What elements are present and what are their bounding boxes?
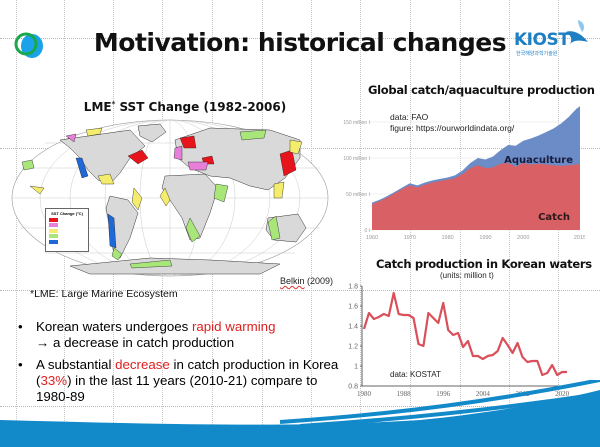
bullet-text-line3: 1980-89 [36, 389, 85, 404]
slide-title: Motivation: historical changes [93, 28, 507, 57]
bullet-text-part: Korean waters undergoes [36, 319, 192, 334]
map-citation: Belkin (2009) [280, 276, 333, 286]
circles-logo-icon [14, 32, 43, 58]
legend-swatch [49, 223, 58, 227]
global-chart-title: Global catch/aquaculture production [368, 83, 595, 97]
map-title-asterisk: * [111, 100, 116, 108]
bullet-text-highlight: rapid warming [191, 319, 276, 334]
x-tick-label: 1980 [357, 390, 372, 398]
map-legend-row [49, 239, 85, 244]
map-title: LME* SST Change (1982-2006) [60, 100, 310, 114]
bullet-text: A substantial decrease in catch producti… [36, 357, 356, 405]
world-sst-map [11, 119, 329, 277]
y-tick-label: 50 million t [346, 192, 371, 198]
bullet-text-part: ) in the last 11 years (2010-21) compare… [67, 373, 318, 388]
map-legend-row [49, 234, 85, 238]
catch-line [362, 291, 568, 377]
map-legend-title: SST Change (°C) [51, 211, 83, 216]
legend-swatch [49, 239, 58, 244]
kiost-logo-subtext: 한국해양과학기술원 [516, 51, 558, 57]
bullet-text-line2: → a decrease in catch production [36, 335, 235, 350]
footer-wave-decoration [0, 380, 600, 447]
y-tick-label: 1.4 [348, 324, 358, 331]
catch-label: Catch [538, 212, 570, 223]
x-tick-label: 2020 [555, 390, 570, 398]
bullet-dot: • [18, 319, 23, 334]
map-legend-row [49, 228, 85, 233]
bullet-text-part: ( [36, 373, 41, 388]
x-tick-label: 1960 [366, 235, 378, 241]
bullet-text: Korean waters undergoes rapid warming → … [36, 319, 356, 351]
bullet-text-highlight: 33% [40, 373, 68, 388]
catch-area [372, 163, 580, 230]
x-tick-label: 1970 [404, 235, 416, 241]
kiost-logo-text: KIOST [514, 30, 570, 50]
x-tick-label: 2015 [574, 235, 585, 241]
x-tick-label: 1988 [397, 390, 412, 398]
global-chart-source: data: FAO figure: https://ourworldindata… [390, 112, 514, 134]
citation-name: Belkin [280, 276, 305, 286]
bullet-dot: • [18, 357, 23, 372]
y-tick-label: 0.8 [348, 384, 358, 391]
legend-swatch [49, 217, 58, 222]
grid-line [0, 290, 600, 291]
bullet-text-part: in catch production in Korea [169, 357, 339, 372]
fish-icon [566, 20, 588, 44]
y-tick-label: 1 [354, 364, 358, 371]
global-chart-source-data: data: FAO [390, 112, 429, 122]
y-tick-label: 1.2 [348, 344, 358, 351]
map-title-lme: LME [83, 100, 112, 114]
map-legend: SST Change (°C) [45, 208, 89, 252]
map-legend-row [49, 217, 85, 222]
lme-footnote: *LME: Large Marine Ecosystem [30, 288, 178, 300]
global-chart-source-figure: figure: https://ourworldindata.org/ [390, 123, 515, 133]
grid-line [0, 38, 600, 39]
global-production-chart: 0 t 50 million t 100 million t 150 million … [343, 106, 585, 241]
citation-year: (2009) [304, 276, 334, 286]
x-tick-label: 1996 [436, 390, 451, 398]
korea-chart-title: Catch production in Korean waters [376, 257, 592, 271]
legend-swatch [49, 234, 58, 238]
x-tick-label: 1980 [442, 235, 454, 241]
grid-line [360, 0, 361, 447]
kiost-logo: KIOST 한국해양과학기술원 [512, 18, 592, 62]
map-legend-row [49, 223, 85, 227]
x-tick-label: 2000 [517, 235, 529, 241]
x-tick-label: 2004 [476, 390, 491, 398]
y-tick-label: 1.6 [348, 304, 358, 311]
korea-chart-source: data: KOSTAT [390, 370, 441, 379]
x-tick-label: 1990 [479, 235, 491, 241]
y-tick-label: 100 million t [343, 156, 370, 162]
grid-line [0, 406, 600, 407]
bullet-text-part: A substantial [36, 357, 116, 372]
korea-chart-units: (units: million t) [440, 271, 494, 280]
y-tick-label: 150 million t [343, 120, 370, 126]
y-tick-label: 1.8 [348, 284, 358, 291]
y-tick-label: 0 t [364, 228, 370, 234]
legend-swatch [49, 228, 58, 233]
grid-line [16, 0, 17, 447]
bullet-text-highlight: decrease [115, 357, 170, 372]
map-title-rest: SST Change (1982-2006) [115, 100, 287, 114]
aquaculture-label: Aquaculture [504, 155, 573, 166]
